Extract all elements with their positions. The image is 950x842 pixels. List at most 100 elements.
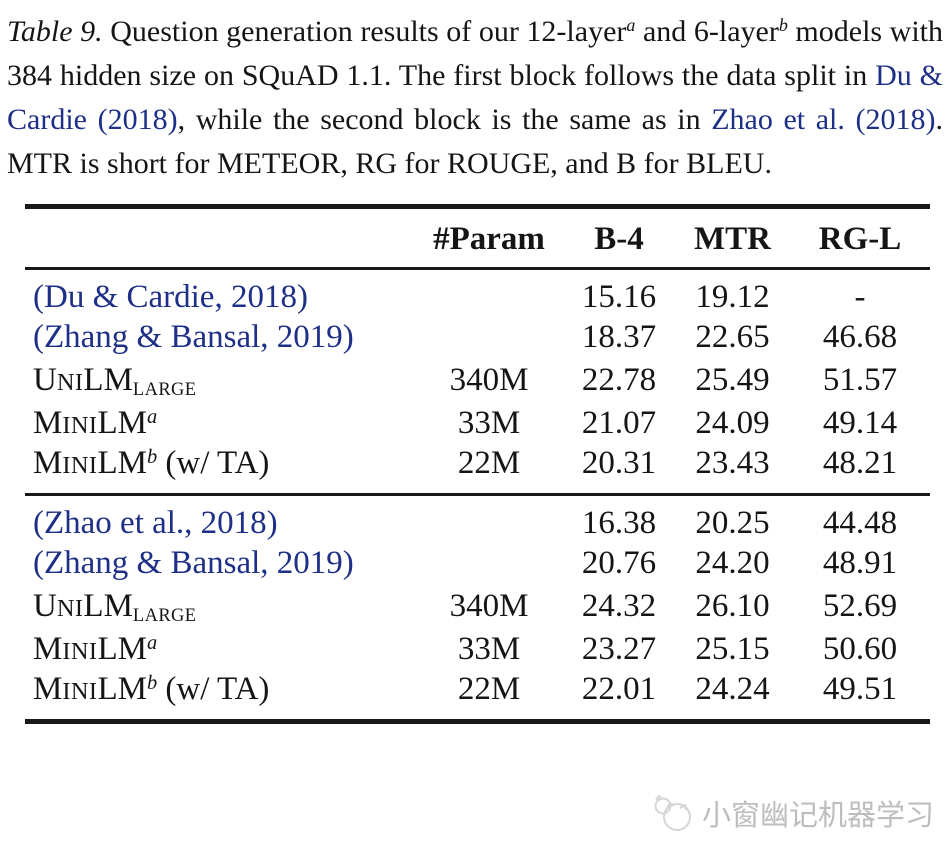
text-segment: U (33, 362, 57, 398)
table-row: UNILMLARGE 340M 24.32 26.10 52.69 (25, 585, 930, 628)
model-label-cell: MINILMa (25, 402, 415, 445)
b4-cell: 15.16 (581, 279, 657, 315)
text-segment: b (778, 15, 788, 36)
table-header: #Param B-4 MTR RG-L (25, 207, 930, 269)
table-row: (Zhang & Bansal, 2019) 20.76 24.20 48.91 (25, 542, 930, 585)
rgl-cell: 48.21 (822, 445, 898, 481)
rgl-cell: 48.91 (822, 545, 898, 581)
citation-link[interactable]: Du & Cardie (2018) (7, 59, 943, 136)
model-label-cell: MINILMb (w/ TA) (25, 671, 415, 722)
model-label-cell: (Zhang & Bansal, 2019) (25, 316, 415, 359)
text-segment: , while the second block is the same as … (177, 103, 712, 136)
b4-cell: 18.37 (581, 319, 657, 355)
mtr-cell: 24.20 (695, 545, 770, 581)
column-header-rgl: RG-L (818, 221, 902, 257)
cat-logo-icon (654, 795, 691, 831)
text-segment: b (146, 671, 158, 694)
model-label-cell: (Zhang & Bansal, 2019) (25, 542, 415, 585)
rgl-cell: 49.14 (822, 405, 898, 441)
text-segment: models with 384 hidden size on SQuAD 1.1… (7, 15, 943, 92)
text-segment: INI (62, 678, 98, 705)
param-cell: 22M (457, 445, 521, 481)
table-block-1: (Du & Cardie, 2018) 15.16 19.12 - (Zhang & B… (25, 269, 930, 495)
model-label-cell: UNILMLARGE (25, 585, 415, 628)
citation-link[interactable]: (Zhao et al., 2018) (33, 505, 278, 541)
text-segment: U (33, 588, 57, 624)
table-row: UNILMLARGE 340M 22.78 25.49 51.57 (25, 359, 930, 402)
text-segment: (w/ TA) (157, 445, 270, 481)
mtr-cell: 22.65 (695, 319, 770, 355)
model-label-cell: MINILMb (w/ TA) (25, 445, 415, 495)
mtr-cell: 25.49 (695, 362, 770, 398)
b4-cell: 23.27 (581, 631, 657, 667)
table-row: (Zhao et al., 2018) 16.38 20.25 44.48 (25, 495, 930, 543)
b4-cell: 22.01 (581, 671, 657, 707)
text-segment: M (33, 405, 63, 441)
b4-cell: 24.32 (581, 588, 657, 624)
text-segment: . MTR is short for METEOR, RG for ROUGE,… (7, 103, 943, 180)
mtr-cell: 20.25 (695, 505, 770, 541)
text-segment: Question generation results of our 12-la… (102, 15, 627, 48)
rgl-cell: 50.60 (822, 631, 898, 667)
b4-cell: 20.31 (581, 445, 657, 481)
text-segment: INI (62, 412, 98, 439)
text-segment: LM (97, 631, 147, 667)
model-label-cell: UNILMLARGE (25, 359, 415, 402)
model-label-cell: (Zhao et al., 2018) (25, 495, 415, 543)
citation-link[interactable]: (Zhang & Bansal, 2019) (33, 319, 354, 355)
table-block-2: (Zhao et al., 2018) 16.38 20.25 44.48 (Zhang… (25, 495, 930, 722)
header-row: #Param B-4 MTR RG-L (25, 207, 930, 269)
text-segment: NI (56, 595, 84, 622)
mtr-cell: 19.12 (695, 279, 770, 315)
table-row: MINILMb (w/ TA) 22M 20.31 23.43 48.21 (25, 445, 930, 495)
text-segment: LM (83, 588, 133, 624)
text-segment: (w/ TA) (157, 671, 270, 707)
watermark-text: 小窗幽记机器学习 (701, 798, 934, 832)
param-cell: 340M (449, 362, 529, 398)
table-row: MINILMa 33M 21.07 24.09 49.14 (25, 402, 930, 445)
column-header-param: #Param (433, 221, 545, 257)
mtr-cell: 24.09 (695, 405, 770, 441)
text-segment: LM (97, 445, 147, 481)
mtr-cell: 26.10 (695, 588, 770, 624)
citation-link[interactable]: Zhao et al. (2018) (711, 103, 936, 136)
text-segment: INI (62, 638, 98, 665)
param-cell (415, 542, 563, 585)
text-segment: a (626, 15, 636, 36)
param-cell (415, 495, 563, 543)
text-segment: a (146, 405, 158, 428)
text-segment: NI (56, 369, 84, 396)
rgl-cell: 51.57 (822, 362, 898, 398)
model-label-cell: MINILMa (25, 628, 415, 671)
text-segment: LM (97, 671, 147, 707)
rgl-cell: 46.68 (822, 319, 898, 355)
text-segment: M (33, 631, 63, 667)
column-header-empty (25, 207, 415, 269)
text-segment: and 6-layer (635, 15, 779, 48)
text-segment: M (33, 671, 63, 707)
param-cell (415, 269, 563, 317)
citation-link[interactable]: (Du & Cardie, 2018) (33, 279, 308, 315)
text-segment: a (146, 631, 158, 654)
text-segment: b (146, 445, 158, 468)
citation-link[interactable]: (Zhang & Bansal, 2019) (33, 545, 354, 581)
text-segment: Table 9. (7, 15, 103, 48)
text-segment: LM (97, 405, 147, 441)
table-row: MINILMb (w/ TA) 22M 22.01 24.24 49.51 (25, 671, 930, 722)
column-header-b4: B-4 (594, 221, 644, 257)
mtr-cell: 24.24 (695, 671, 770, 707)
param-cell: 22M (457, 671, 521, 707)
text-segment: LARGE (132, 605, 197, 626)
text-segment: LARGE (132, 379, 197, 400)
b4-cell: 20.76 (581, 545, 657, 581)
param-cell (415, 316, 563, 359)
rgl-cell: 44.48 (822, 505, 898, 541)
column-header-mtr: MTR (694, 221, 771, 257)
mtr-cell: 25.15 (695, 631, 770, 667)
b4-cell: 22.78 (581, 362, 657, 398)
b4-cell: 21.07 (581, 405, 657, 441)
b4-cell: 16.38 (581, 505, 657, 541)
table-row: MINILMa 33M 23.27 25.15 50.60 (25, 628, 930, 671)
rgl-cell: - (854, 279, 866, 315)
table-row: (Du & Cardie, 2018) 15.16 19.12 - (25, 269, 930, 317)
